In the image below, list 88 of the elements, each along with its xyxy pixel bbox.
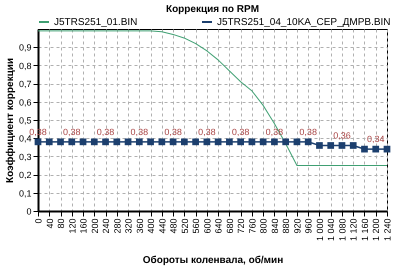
data-label: 0,34 bbox=[366, 134, 385, 144]
data-label: 0,38 bbox=[130, 126, 148, 137]
y-tick-label: 0,9 bbox=[18, 42, 32, 53]
x-tick-label: 920 bbox=[292, 218, 302, 234]
x-tick-label: 1 200 bbox=[371, 218, 382, 242]
x-tick-label: 1 080 bbox=[337, 218, 348, 242]
point bbox=[361, 146, 368, 152]
point bbox=[136, 138, 143, 146]
point bbox=[304, 138, 312, 146]
point bbox=[214, 138, 222, 146]
point bbox=[192, 138, 199, 146]
x-tick-label: 1 160 bbox=[360, 218, 370, 242]
data-label: 0,38 bbox=[63, 126, 81, 137]
point bbox=[170, 138, 176, 146]
data-label: 0,38 bbox=[164, 126, 182, 137]
x-tick-label: 640 bbox=[214, 218, 224, 234]
point bbox=[102, 138, 109, 146]
point bbox=[113, 138, 120, 146]
point bbox=[271, 138, 278, 146]
x-tick-label: 320 bbox=[124, 218, 134, 234]
y-tick-label: 0,4 bbox=[18, 134, 32, 144]
point bbox=[350, 142, 357, 149]
x-tick-label: 680 bbox=[224, 218, 235, 234]
x-tick-label: 1 240 bbox=[382, 218, 392, 242]
x-tick-label: 80 bbox=[56, 218, 66, 229]
y-tick-label: 0,8 bbox=[18, 60, 32, 71]
point bbox=[181, 138, 188, 146]
y-tick-label: 0,5 bbox=[18, 116, 32, 126]
x-tick-label: 800 bbox=[258, 218, 269, 234]
x-tick-label: 200 bbox=[90, 218, 100, 234]
point bbox=[158, 138, 166, 146]
y-tick-label: 0 bbox=[26, 206, 32, 216]
data-label: 0,36 bbox=[333, 130, 351, 140]
y-tick-label: 0,1 bbox=[18, 188, 32, 198]
y-tick-label: 0,3 bbox=[18, 152, 32, 162]
x-tick-label: 840 bbox=[270, 218, 280, 234]
point bbox=[260, 138, 267, 146]
x-tick-label: 1 040 bbox=[326, 218, 336, 242]
point bbox=[57, 138, 64, 146]
point bbox=[226, 138, 233, 146]
point bbox=[294, 138, 300, 146]
x-tick-label: 40 bbox=[44, 218, 55, 229]
x-tick-label: 600 bbox=[202, 218, 212, 234]
x-tick-label: 480 bbox=[168, 218, 179, 234]
data-label: 0,38 bbox=[299, 126, 317, 137]
legend-label: J5TRS251_04_10KA_CEP_ДМРВ.BIN bbox=[217, 17, 391, 28]
point bbox=[204, 138, 210, 146]
point bbox=[282, 138, 290, 146]
x-tick-label: 520 bbox=[180, 218, 190, 234]
x-tick-label: 440 bbox=[157, 218, 168, 234]
x-tick-label: 720 bbox=[236, 218, 246, 234]
x-tick-label: 360 bbox=[134, 218, 145, 234]
x-tick-label: 1 120 bbox=[348, 218, 359, 242]
series-label: J5TRS251_01.BIN bbox=[54, 17, 138, 28]
data-label: 0,38 bbox=[96, 126, 114, 137]
point bbox=[237, 138, 244, 146]
point bbox=[372, 146, 380, 152]
chart-title: Коррекция по RPM bbox=[166, 4, 260, 15]
x-tick-label: 280 bbox=[112, 218, 122, 234]
point bbox=[384, 146, 390, 152]
x-tick-label: 560 bbox=[191, 218, 202, 234]
x-tick-label: 760 bbox=[247, 218, 258, 234]
x-tick-label: 400 bbox=[146, 218, 156, 234]
x-tick-label: 240 bbox=[101, 218, 112, 234]
x-tick-label: 960 bbox=[304, 218, 314, 234]
x-tick-label: 880 bbox=[281, 218, 292, 234]
y-tick-label: 0,2 bbox=[18, 170, 32, 180]
point bbox=[316, 142, 323, 149]
point bbox=[46, 138, 53, 146]
x-axis-title: Обороты коленвала, об/мин bbox=[142, 255, 284, 266]
data-label: 0,38 bbox=[232, 126, 250, 137]
point bbox=[80, 138, 86, 146]
point bbox=[90, 138, 98, 146]
x-tick-label: 160 bbox=[78, 218, 89, 234]
data-label: 0,38 bbox=[198, 126, 216, 137]
y-axis-title: Коэффициент коррекции bbox=[4, 58, 16, 184]
x-tick-label: 0 bbox=[34, 218, 44, 224]
point bbox=[327, 142, 334, 149]
point bbox=[147, 138, 154, 146]
x-tick-label: 120 bbox=[67, 218, 78, 234]
point bbox=[68, 138, 76, 146]
y-tick-label: 0,6 bbox=[18, 97, 32, 108]
y-tick-label: 0,7 bbox=[18, 79, 32, 90]
point bbox=[124, 138, 132, 146]
point bbox=[248, 138, 256, 146]
point bbox=[34, 138, 42, 146]
point bbox=[338, 142, 346, 149]
x-tick-label: 1 000 bbox=[314, 218, 325, 242]
